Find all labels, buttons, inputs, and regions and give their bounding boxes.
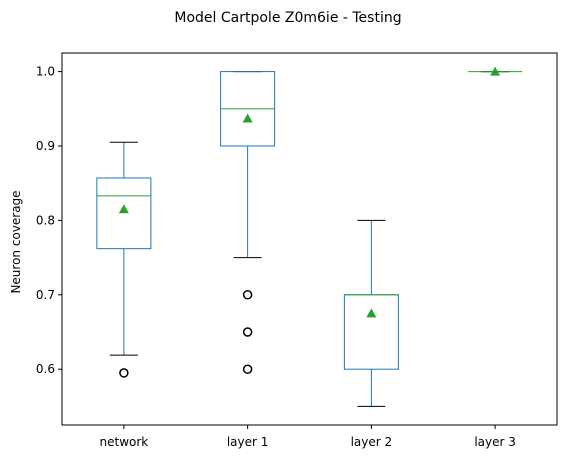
mean-marker — [242, 113, 253, 123]
plot-frame — [61, 52, 558, 426]
box — [343, 294, 399, 370]
flier-point — [242, 364, 253, 374]
mean-marker — [490, 66, 501, 76]
chart-title: Model Cartpole Z0m6ie - Testing — [174, 10, 401, 26]
y-tick-label: 0.9 — [36, 139, 55, 153]
y-tick-label: 1.0 — [36, 65, 55, 79]
y-tick-label: 0.7 — [36, 288, 55, 302]
y-tick-label: 0.8 — [36, 213, 55, 227]
flier-point — [242, 327, 253, 337]
y-axis-label: Neuron coverage — [9, 190, 23, 293]
x-tick-label: layer 2 — [351, 435, 393, 449]
flier-point — [242, 290, 253, 300]
x-tick-label: network — [100, 435, 149, 449]
box — [96, 177, 152, 250]
mean-marker — [118, 204, 129, 214]
flier-point — [119, 368, 129, 378]
mean-marker — [366, 308, 377, 318]
y-tick-label: 0.6 — [36, 362, 55, 376]
x-tick-label: layer 1 — [227, 435, 269, 449]
x-tick-label: layer 3 — [474, 435, 516, 449]
plot-area: 0.6 0.7 0.8 0.9 1.0 network layer 1 layer 2 laye… — [36, 52, 558, 449]
